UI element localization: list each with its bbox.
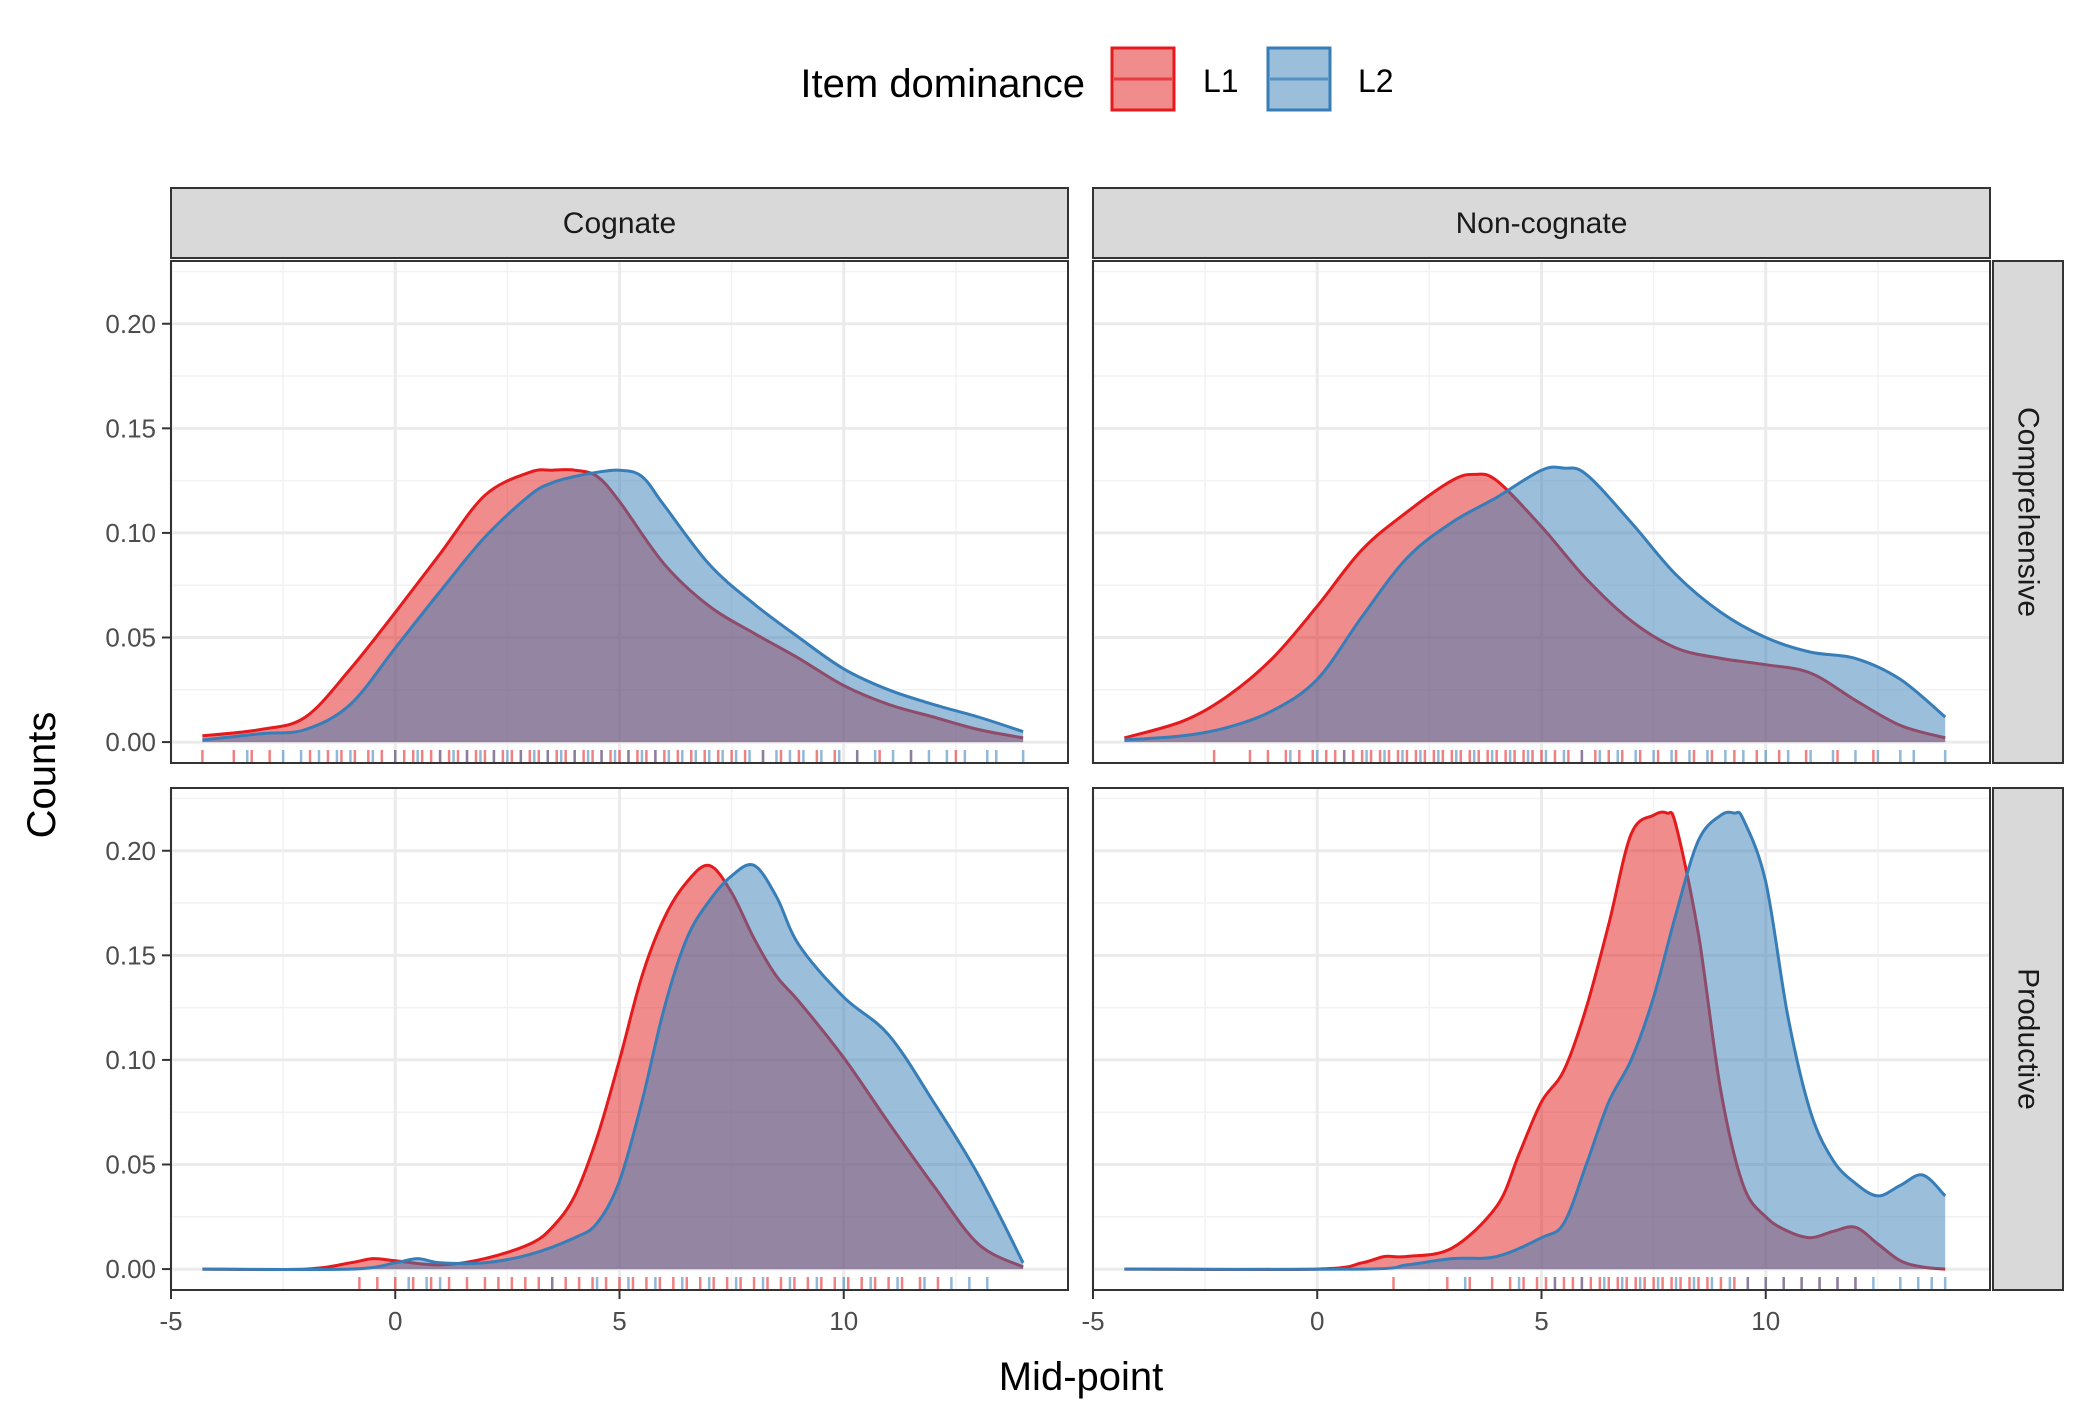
strip-bg-comprehensive bbox=[1992, 260, 2064, 764]
y-tick-label: 0.10 bbox=[105, 518, 156, 548]
y-tick-label: 0.05 bbox=[105, 1150, 156, 1180]
panel-non-cognate-productive: -5 0 5 10 bbox=[1081, 787, 1991, 1336]
density-line-l2 bbox=[1124, 810, 1947, 1271]
panel-cognate-productive: 0.00 0.05 0.10 0.15 0.20 -5 0 5 10 bbox=[105, 787, 1069, 1336]
density-line-l2 bbox=[202, 468, 1024, 742]
strip-bg-non-cognate bbox=[1092, 187, 1991, 259]
strip-label-cognate: Cognate bbox=[563, 207, 676, 240]
strip-label-productive: Productive bbox=[2012, 968, 2045, 1110]
legend-label-l2: L2 bbox=[1358, 63, 1394, 99]
rug-l2 bbox=[1289, 750, 1947, 763]
panel-border bbox=[170, 260, 1069, 764]
density-area-l2 bbox=[202, 864, 1024, 1270]
density-line-l2 bbox=[202, 863, 1025, 1272]
strip-bg-cognate bbox=[170, 187, 1069, 259]
y-tick-label: 0.20 bbox=[105, 836, 156, 866]
legend: Item dominance L1 L2 bbox=[800, 46, 1394, 112]
x-tick-label: 0 bbox=[388, 1306, 402, 1336]
strip-label-comprehensive: Comprehensive bbox=[2012, 407, 2045, 617]
rug-l2 bbox=[245, 750, 1025, 763]
legend-key-l2: L2 bbox=[1266, 46, 1394, 112]
panel-border bbox=[1092, 260, 1991, 764]
x-tick-label: -5 bbox=[1081, 1306, 1104, 1336]
density-area-l1 bbox=[1124, 812, 1946, 1270]
rug-l2 bbox=[1464, 1277, 1947, 1290]
y-axis-title: Counts bbox=[20, 712, 64, 839]
legend-label-l1: L1 bbox=[1203, 63, 1239, 99]
x-tick-label: 5 bbox=[612, 1306, 626, 1336]
panel-non-cognate-comprehensive bbox=[1091, 260, 1991, 764]
density-area-l2 bbox=[202, 470, 1024, 743]
y-tick-label: 0.00 bbox=[105, 727, 156, 757]
rug-l2 bbox=[407, 1277, 989, 1290]
y-tick-label: 0.00 bbox=[105, 1254, 156, 1284]
rug-l1 bbox=[358, 1277, 940, 1290]
y-tick-label: 0.15 bbox=[105, 413, 156, 443]
strip-non-cognate: Non-cognate bbox=[1092, 187, 1991, 259]
strip-label-non-cognate: Non-cognate bbox=[1456, 207, 1628, 240]
legend-key-l1: L1 bbox=[1110, 46, 1239, 112]
x-tick-label: 10 bbox=[829, 1306, 858, 1336]
y-tick-label: 0.05 bbox=[105, 623, 156, 653]
strip-cognate: Cognate bbox=[170, 187, 1069, 259]
legend-title: Item dominance bbox=[800, 62, 1085, 106]
density-area-l2 bbox=[1124, 812, 1946, 1270]
x-tick-label: -5 bbox=[159, 1306, 182, 1336]
density-area-l2 bbox=[1124, 467, 1946, 743]
y-tick-label: 0.15 bbox=[105, 940, 156, 970]
strip-bg-productive bbox=[1992, 787, 2064, 1291]
strip-comprehensive: Comprehensive bbox=[1992, 260, 2064, 764]
panel-cognate-comprehensive: 0.00 0.05 0.10 0.15 0.20 bbox=[105, 260, 1069, 764]
y-tick-label: 0.20 bbox=[105, 309, 156, 339]
x-tick-label: 5 bbox=[1534, 1306, 1548, 1336]
facet-panels: Cognate Non-cognate Comprehensive Productiv… bbox=[105, 187, 2064, 1336]
density-line-l2 bbox=[1124, 465, 1947, 742]
x-tick-label: 10 bbox=[1751, 1306, 1780, 1336]
strip-productive: Productive bbox=[1992, 787, 2064, 1291]
x-axis-title: Mid-point bbox=[999, 1355, 1164, 1399]
y-tick-label: 0.10 bbox=[105, 1045, 156, 1075]
x-tick-label: 0 bbox=[1310, 1306, 1324, 1336]
